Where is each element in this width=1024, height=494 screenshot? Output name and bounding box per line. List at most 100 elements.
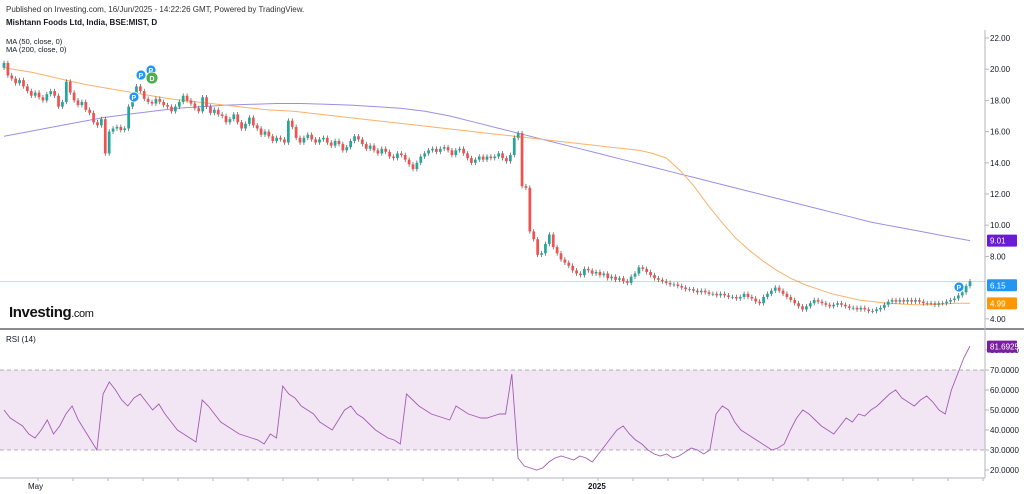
candle-body <box>618 278 621 280</box>
candle-body <box>711 293 715 295</box>
candle <box>166 102 169 109</box>
candle-body <box>890 300 894 302</box>
candle <box>201 94 205 114</box>
candle-body <box>512 137 516 155</box>
candle <box>384 146 388 155</box>
candle-body <box>769 290 773 294</box>
candle-body <box>758 301 762 304</box>
candle <box>540 250 543 258</box>
candle-body <box>734 296 738 299</box>
candle <box>847 303 851 311</box>
candle-body <box>376 150 380 154</box>
candle-body <box>135 86 138 96</box>
investing-logo: Investing.com <box>9 304 94 321</box>
candle <box>964 283 968 295</box>
candle-body <box>96 122 99 126</box>
candle-body <box>45 94 49 101</box>
candle-body <box>138 86 142 92</box>
candle-body <box>442 147 446 149</box>
candle <box>840 300 843 308</box>
candle <box>431 146 434 153</box>
candle <box>170 104 173 114</box>
event-marker-label: D <box>150 76 155 83</box>
candle <box>45 91 49 103</box>
rsi-band <box>0 370 985 450</box>
candle-body <box>333 140 337 146</box>
candle <box>579 271 582 278</box>
candle <box>442 144 446 152</box>
candle-body <box>956 295 960 299</box>
candle-body <box>434 148 438 152</box>
candle <box>524 183 528 191</box>
candle-body <box>236 114 240 123</box>
candle-body <box>536 239 540 255</box>
candle <box>497 151 501 159</box>
candle <box>692 286 695 294</box>
candle-body <box>392 156 395 159</box>
candle-body <box>653 275 656 279</box>
candle <box>259 126 263 138</box>
candle-body <box>14 78 18 84</box>
candle <box>602 271 606 278</box>
candle-body <box>92 112 95 123</box>
candle <box>610 274 614 281</box>
candle <box>341 141 345 153</box>
candle-body <box>789 296 793 301</box>
candle <box>345 144 349 153</box>
rsi-tick-label: 60.0000 <box>990 386 1019 395</box>
candle <box>100 116 103 128</box>
candle-body <box>283 139 286 143</box>
candle-body <box>917 300 921 302</box>
candle-body <box>485 156 489 160</box>
candle-body <box>360 139 364 145</box>
candle <box>29 88 33 99</box>
candle-body <box>166 105 169 107</box>
candle-body <box>773 287 777 291</box>
candle-body <box>633 273 637 277</box>
candle-body <box>516 133 520 138</box>
event-marker-label: P <box>132 95 137 102</box>
candle <box>33 90 37 99</box>
candle-body <box>88 109 92 113</box>
candle-body <box>228 119 232 123</box>
candle-body <box>723 293 726 296</box>
candle-body <box>762 296 765 304</box>
candle <box>88 107 92 116</box>
candle-body <box>384 148 388 152</box>
candle <box>828 302 832 309</box>
candle <box>322 135 325 142</box>
candle <box>279 135 282 142</box>
candle-body <box>286 120 290 143</box>
candle <box>205 94 208 109</box>
candle <box>906 297 910 304</box>
candle-body <box>968 281 972 287</box>
candle-body <box>820 301 824 304</box>
candle-body <box>960 292 964 296</box>
candle <box>107 129 111 156</box>
candle <box>789 294 793 303</box>
candle <box>318 137 321 145</box>
candle-body <box>61 101 64 107</box>
candle-body <box>524 186 528 188</box>
candle-body <box>602 273 606 276</box>
candle-body <box>248 117 251 124</box>
candle <box>220 112 224 119</box>
candle <box>466 151 469 161</box>
candle <box>325 135 329 145</box>
candle <box>477 154 481 163</box>
candle <box>871 308 874 314</box>
candle <box>742 291 746 300</box>
candle-body <box>695 290 699 293</box>
candle <box>551 232 555 250</box>
candle <box>427 147 430 156</box>
candle <box>376 147 380 156</box>
candle <box>917 297 921 304</box>
candle <box>349 138 353 150</box>
candle-body <box>49 91 53 95</box>
candle-body <box>341 144 345 151</box>
candle <box>509 152 512 164</box>
candle-body <box>146 98 150 102</box>
candle <box>18 77 21 86</box>
candle-body <box>824 303 828 305</box>
